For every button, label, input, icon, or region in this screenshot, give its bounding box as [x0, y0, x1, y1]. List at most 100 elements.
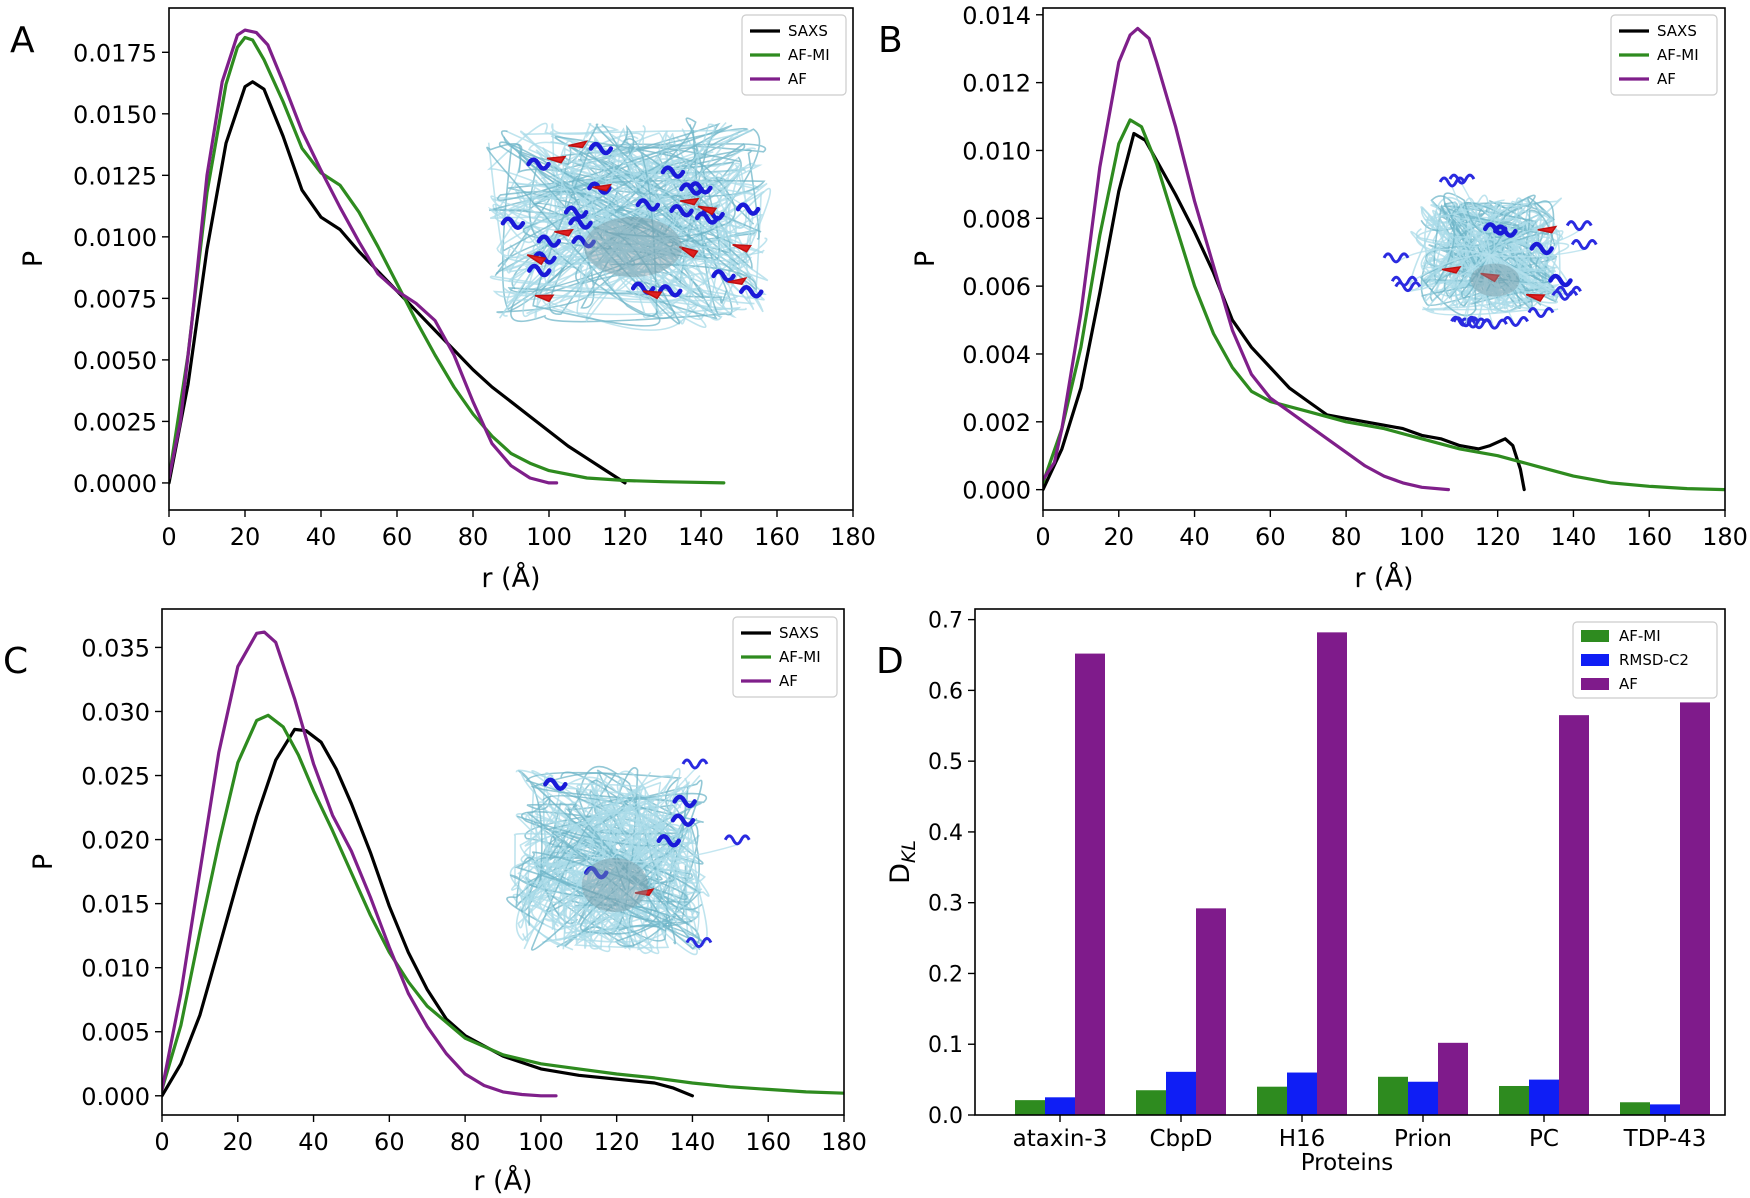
inset-sheet: [732, 243, 752, 253]
x-tick-label: 40: [1179, 523, 1210, 551]
bar-af: [1559, 715, 1589, 1115]
inset-sheet: [568, 140, 589, 149]
y-tick-label: 0.006: [962, 273, 1031, 301]
y-tick-label: 0.010: [962, 137, 1031, 165]
inset-helix: [584, 866, 609, 880]
inset-coil: [486, 143, 719, 325]
x-tick-label: 180: [830, 523, 876, 551]
series-line-af: [162, 630, 558, 1098]
inset-coil: [510, 801, 677, 942]
inset-coil: [526, 795, 703, 950]
bar-rmsd-c2: [1529, 1079, 1559, 1115]
inset-helix: [526, 157, 551, 171]
panel-letter-b: B: [878, 20, 903, 61]
inset-helix: [681, 758, 709, 770]
panel-letter-a: A: [10, 20, 35, 61]
inset-helix: [1551, 289, 1579, 301]
y-tick-label: 0.002: [962, 409, 1031, 437]
inset-coil: [517, 769, 690, 932]
inset-coil: [1415, 228, 1556, 276]
inset-coil: [502, 147, 763, 317]
inset-coil: [1440, 200, 1544, 311]
inset-helix: [568, 216, 593, 230]
x-tick-label: 120: [602, 523, 648, 551]
protein-ensemble-inset: [486, 117, 772, 331]
inset-sheet: [642, 290, 663, 300]
inset-coil: [1465, 254, 1491, 327]
legend-label: AF-MI: [1657, 46, 1699, 64]
x-tick-label: 100: [518, 1128, 564, 1156]
panel-a-xlabel: r (Å): [481, 562, 540, 594]
y-tick-label: 0.0000: [73, 470, 157, 498]
inset-helix: [660, 165, 686, 179]
inset-helix: [672, 794, 697, 809]
x-tick-label: 40: [298, 1128, 329, 1156]
x-tick-label: 80: [458, 523, 489, 551]
panel-c-ticks: 0 20 40 60 80 100 120 140 160 180 0.000 0.005 0.010 0…: [81, 634, 867, 1156]
inset-coil: [503, 123, 753, 271]
bar-af: [1075, 653, 1105, 1115]
inset-sheet: [546, 155, 567, 164]
inset-coil: [1395, 248, 1491, 264]
x-tick-label: 120: [594, 1128, 640, 1156]
x-tick-label: 100: [1399, 523, 1445, 551]
y-tick-label: 0.0025: [73, 408, 157, 436]
y-tick-label: 0.020: [81, 827, 150, 855]
bar-af: [1680, 702, 1710, 1115]
inset-sheet: [554, 228, 574, 237]
inset-helix: [563, 205, 589, 219]
inset-helix: [1394, 281, 1422, 293]
protein-ensemble-inset: [506, 758, 751, 956]
inset-helix: [739, 285, 764, 299]
x-tick-label: 80: [450, 1128, 481, 1156]
y-tick-label: 0.005: [81, 1019, 150, 1047]
inset-helix: [679, 182, 704, 196]
panel-a-ylabel: P: [18, 251, 49, 267]
inset-helix: [588, 141, 614, 156]
y-tick-label: 0.014: [962, 2, 1031, 30]
inset-helix: [536, 234, 562, 248]
legend-label: AF-MI: [788, 46, 830, 64]
inset-sheet: [678, 246, 699, 259]
bar-af-mi: [1378, 1076, 1408, 1115]
inset-sheet: [727, 277, 748, 285]
inset-helix: [1482, 222, 1508, 236]
inset-coil: [495, 127, 749, 315]
x-tick-label: 100: [526, 523, 572, 551]
inset-helix: [1438, 176, 1466, 188]
x-tick-label: 80: [1331, 523, 1362, 551]
bar-rmsd-c2: [1166, 1071, 1196, 1115]
inset-coil: [528, 802, 699, 944]
series-line-af-mi: [1043, 118, 1725, 492]
inset-helix: [1448, 173, 1476, 185]
x-tick-label: 160: [745, 1128, 791, 1156]
series-line-saxs: [162, 727, 694, 1098]
panel-b-series: [1043, 26, 1725, 492]
y-tick-label: 0.025: [81, 763, 150, 791]
inset-helix: [670, 813, 696, 827]
inset-sheet: [534, 294, 555, 303]
series-line-af-mi: [169, 35, 726, 485]
panel-a-legend: SAXS AF-MI AF: [741, 14, 847, 96]
y-tick-label: 0.1: [928, 1033, 963, 1058]
y-tick-label: 0.000: [962, 477, 1031, 505]
x-tick-label: CbpD: [1150, 1126, 1213, 1152]
bar-rmsd-c2: [1650, 1104, 1680, 1115]
inset-sheet: [1525, 293, 1546, 303]
series-line-af: [1043, 26, 1450, 492]
panel-b-xlabel: r (Å): [1354, 562, 1413, 594]
panel-d-xlabel: Proteins: [1301, 1150, 1394, 1176]
panel-a-distance-distribution: 0 20 40 60 80 100 120 140 160 180 0.0000 0.0025 0.00…: [18, 7, 876, 594]
bar-af: [1438, 1042, 1468, 1115]
panel-letter-c: C: [3, 641, 28, 682]
inset-helix: [1502, 316, 1529, 327]
inset-coil: [1431, 201, 1532, 301]
y-tick-label: 0.015: [81, 891, 150, 919]
inset-helix: [500, 216, 526, 230]
panel-a-ticks: 0 20 40 60 80 100 120 140 160 180 0.0000 0.0025 0.00…: [73, 39, 876, 551]
inset-helix: [1452, 316, 1480, 328]
inset-coil: [517, 787, 686, 949]
y-tick-label: 0.6: [928, 679, 963, 704]
inset-coil: [506, 123, 633, 306]
